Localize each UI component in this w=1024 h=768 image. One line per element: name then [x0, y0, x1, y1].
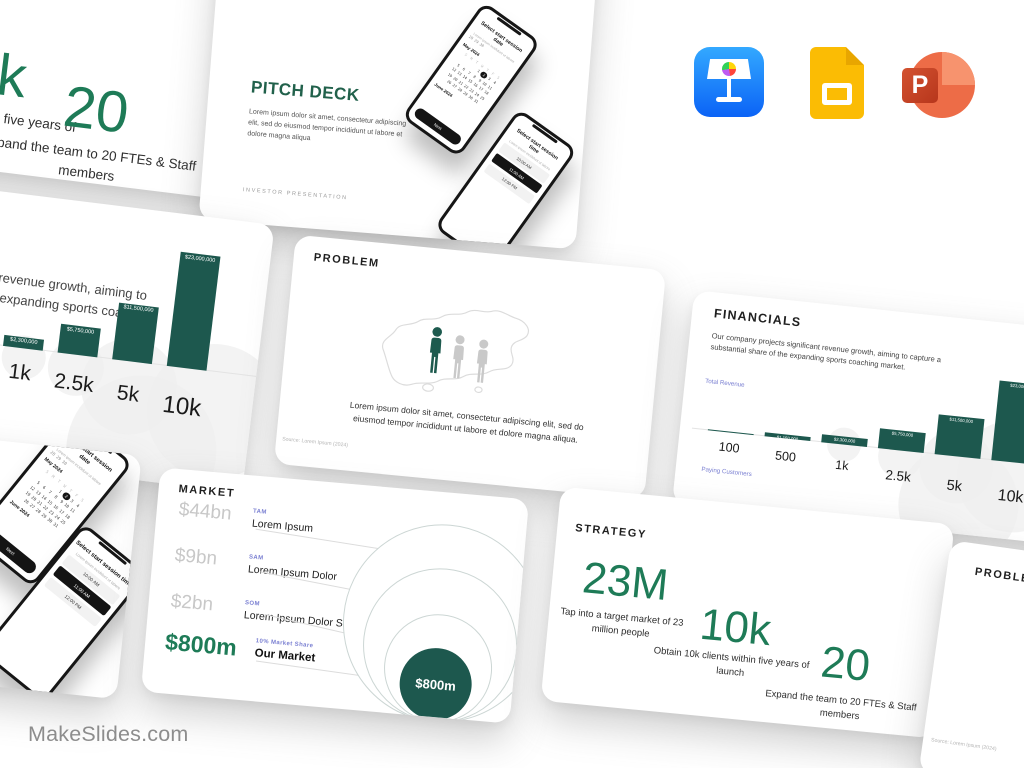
powerpoint-circle-quarter	[942, 52, 975, 85]
market-value-our: $800m	[164, 628, 238, 661]
keynote-pie-chart	[722, 62, 736, 76]
next-button[interactable]: Next	[0, 526, 39, 576]
next-button[interactable]: Next	[412, 106, 463, 147]
bar-2.5k: $5,750,000	[57, 323, 101, 358]
bar-10k: $23,000,000	[991, 380, 1024, 465]
bar-100: $230,000	[707, 429, 754, 436]
keynote-pole	[727, 79, 731, 98]
powerpoint-letter-tile: P	[902, 68, 938, 103]
source-note: Source: Lorem Ipsum (2024)	[930, 737, 997, 753]
market-label: Lorem Ipsum Dolor	[247, 563, 338, 584]
bar-5k: $11,500,000	[934, 414, 985, 459]
cover-intro: Lorem ipsum dolor sit amet, consectetur …	[247, 108, 407, 142]
slide-problem: PROBLEM Lorem ipsum dolor sit amet, cons…	[273, 234, 667, 500]
strategy-title: STRATEGY	[574, 522, 648, 541]
x-tick: 1k	[834, 457, 850, 474]
market-value: $9bn	[173, 544, 218, 570]
slide-cover: PITCH DECK Lorem ipsum dolor sit amet, c…	[198, 0, 600, 250]
cover-title: PITCH DECK	[250, 77, 361, 105]
problem-title: PROBLEM	[974, 565, 1024, 587]
market-value: $2bn	[169, 590, 214, 616]
google-slides-icon[interactable]	[810, 47, 864, 119]
market-tag: TAM	[252, 508, 267, 516]
person-icon	[453, 335, 465, 379]
region-map-outline-icon	[381, 309, 529, 393]
person-icon	[429, 327, 443, 374]
keynote-icon[interactable]	[694, 47, 764, 117]
x-tick: 500	[774, 448, 797, 465]
cover-footer: INVESTOR PRESENTATION	[242, 187, 348, 202]
market-title: MARKET	[178, 482, 236, 500]
market-value: $44bn	[177, 499, 233, 525]
bar-5k: $11,500,000	[112, 302, 159, 365]
x-tick: 100	[718, 439, 741, 456]
google-slides-frame	[822, 83, 852, 105]
market-tag: SAM	[248, 554, 264, 562]
brand-logo[interactable]: MakeSlides.com	[28, 722, 189, 746]
x-axis-label: Paying Customers	[701, 465, 753, 479]
powerpoint-icon[interactable]: P	[893, 50, 977, 120]
slide-market: MARKET $44bn TAM Lorem Ipsum $9bn SAM Lo…	[140, 467, 530, 724]
market-label: Lorem Ipsum Dolor Sit	[243, 609, 349, 631]
bar-500: $1,150,000	[764, 432, 811, 442]
slide-cover-cropped: Select start session date Lorem ipsum in…	[0, 415, 142, 700]
slide-strategy: STRATEGY 23M Tap into a target market of…	[540, 486, 955, 739]
keynote-base	[716, 97, 742, 102]
person-icon	[476, 339, 489, 383]
stat-label-20: Expand the team to 20 FTEs & Staff membe…	[764, 688, 918, 722]
source-note: Source: Lorem Ipsum (2024)	[281, 436, 349, 449]
market-tag: SOM	[244, 600, 261, 608]
problem-title: PROBLEM	[313, 251, 381, 270]
